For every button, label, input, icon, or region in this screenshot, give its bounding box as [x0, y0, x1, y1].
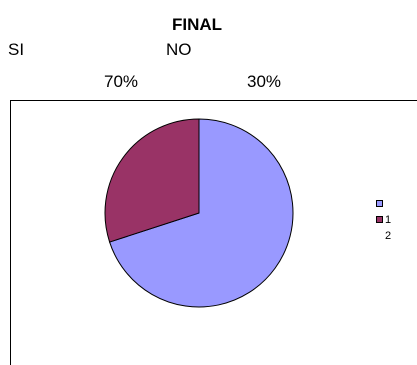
- pie-slice: [108, 118, 294, 308]
- chart-title: FINAL: [171, 15, 223, 34]
- header-no-value: 30%: [247, 72, 282, 91]
- legend-label: 2: [385, 230, 392, 242]
- header-no-label: NO: [166, 40, 192, 59]
- header-si-label: SI: [8, 40, 25, 59]
- legend-label: 1: [385, 214, 392, 226]
- header-si-value: 70%: [104, 72, 139, 91]
- legend-swatch: [376, 216, 383, 223]
- chart-area: [10, 100, 417, 365]
- legend-swatch: [376, 200, 383, 207]
- pie-slice: [104, 118, 200, 243]
